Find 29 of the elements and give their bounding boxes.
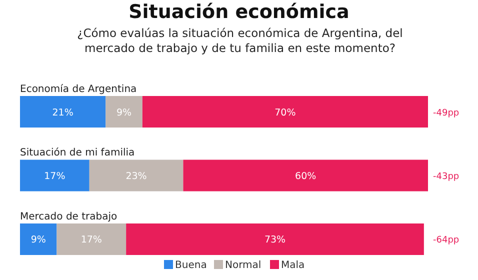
legend-label: Normal	[225, 260, 262, 271]
data-label: 23%	[126, 171, 147, 182]
data-label: 17%	[80, 234, 102, 246]
bar	[106, 96, 142, 128]
y-tick-label: Situación de mi familia	[20, 148, 135, 159]
bar	[183, 160, 428, 192]
bar	[20, 96, 106, 128]
data-label: 17%	[44, 171, 66, 182]
bar	[20, 223, 57, 255]
bar	[142, 96, 428, 128]
bar	[20, 160, 90, 192]
chart-title: Situación económica	[128, 1, 350, 23]
bar	[126, 223, 424, 255]
legend-label: Buena	[175, 260, 207, 271]
text: -64pp	[433, 236, 460, 246]
data-label: 9%	[116, 107, 132, 118]
text: -49pp	[433, 108, 460, 118]
data-label: 21%	[52, 107, 74, 118]
bar	[89, 160, 184, 192]
y-tick-label: Mercado de trabajo	[20, 211, 118, 222]
data-label: 73%	[264, 234, 286, 246]
text: -43pp	[433, 172, 460, 182]
data-label: 9%	[30, 234, 46, 246]
data-label: 60%	[295, 171, 316, 182]
bar	[56, 223, 126, 255]
y-tick-label: Economía de Argentina	[20, 84, 137, 95]
legend-label: Mala	[281, 260, 305, 271]
data-label: 70%	[274, 107, 296, 118]
chart-subtitle: ¿Cómo evalúas la situación económica de Argentina, del mercado de trabajo y de tu familia en este momento?	[76, 26, 404, 56]
